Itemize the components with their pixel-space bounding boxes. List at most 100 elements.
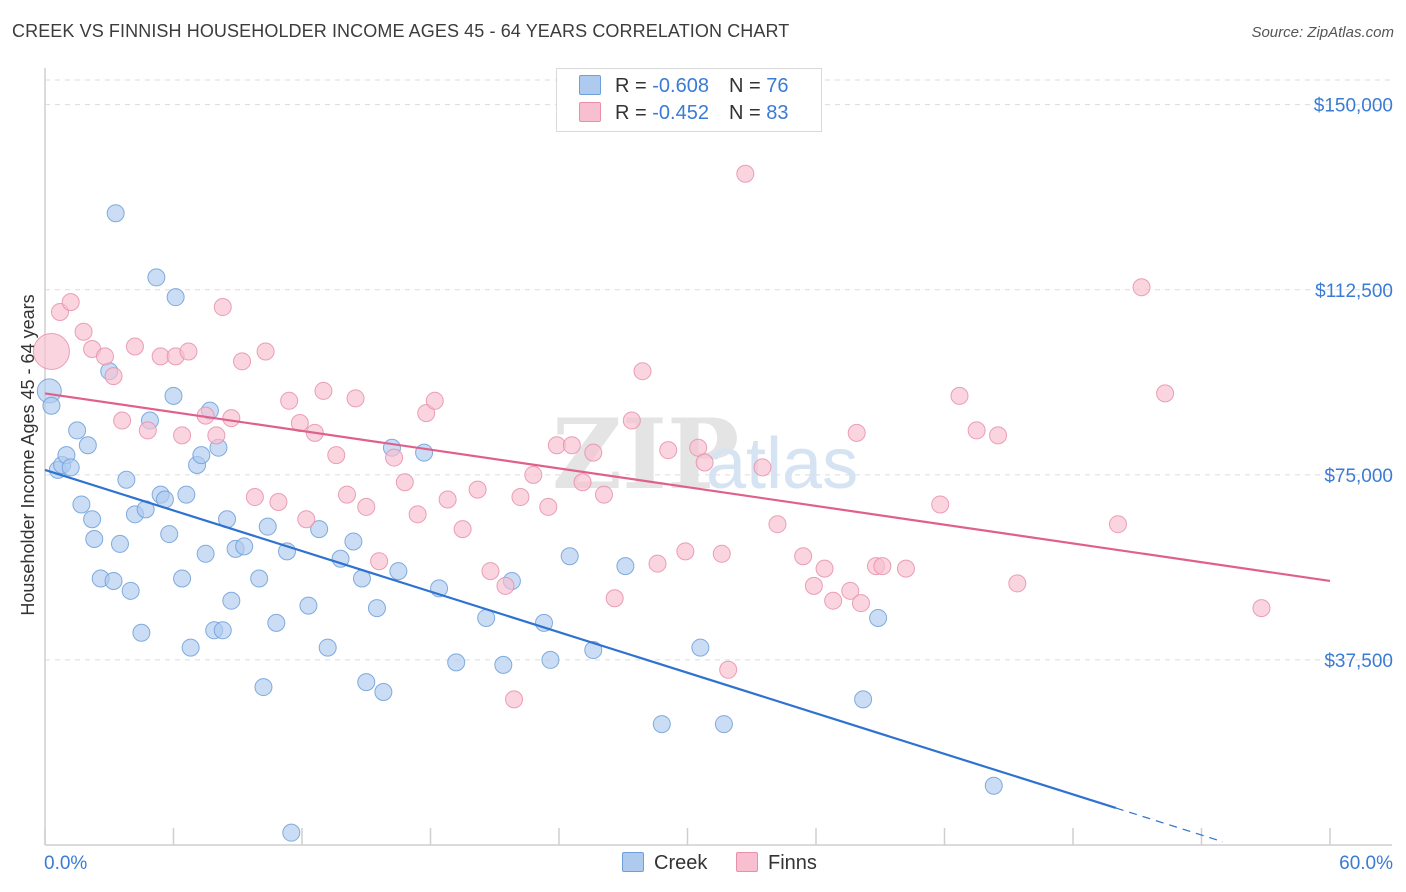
- trend-lines: [44, 392, 1331, 843]
- chart-title: CREEK VS FINNISH HOUSEHOLDER INCOME AGES…: [12, 21, 790, 41]
- finns-point: [712, 544, 731, 563]
- creek-point: [104, 571, 123, 590]
- finns-point: [95, 347, 114, 366]
- legend-label-finns: Finns: [768, 852, 817, 874]
- legend-label-creek: Creek: [654, 852, 708, 874]
- finns-point: [346, 389, 365, 408]
- creek-point: [415, 443, 434, 462]
- finns-point: [222, 409, 241, 428]
- creek-point: [222, 591, 241, 610]
- creek-point: [68, 421, 87, 440]
- finns-point: [1156, 384, 1175, 403]
- finns-point: [1108, 515, 1127, 534]
- finns-point: [173, 426, 192, 445]
- creek-point: [310, 520, 329, 539]
- creek-point: [560, 547, 579, 566]
- finns-point: [113, 411, 132, 430]
- finns-point: [468, 480, 487, 499]
- creek-point: [160, 525, 179, 544]
- creek-point: [181, 638, 200, 657]
- finns-point: [385, 448, 404, 467]
- creek-point: [61, 458, 80, 477]
- creek-point: [83, 510, 102, 529]
- finns-point: [297, 510, 316, 529]
- y-tick-label: $75,000: [1324, 466, 1393, 487]
- creek-point: [494, 655, 513, 674]
- finns-point: [573, 473, 592, 492]
- finns-point: [539, 497, 558, 516]
- finns-point: [1252, 599, 1271, 618]
- creek-point: [177, 485, 196, 504]
- correlation-legend: R = -0.608 N = 76 R = -0.452 N = 83: [556, 68, 822, 132]
- finns-point: [438, 490, 457, 509]
- r-label: R =: [615, 75, 653, 97]
- finns-point: [179, 342, 198, 361]
- creek-point: [389, 562, 408, 581]
- finns-point: [989, 426, 1008, 445]
- creek-point: [367, 599, 386, 618]
- creek-point: [121, 581, 140, 600]
- finns-point: [511, 488, 530, 507]
- creek-point: [132, 623, 151, 642]
- creek-point: [584, 641, 603, 660]
- finns-point: [207, 426, 226, 445]
- finns-point: [896, 559, 915, 578]
- creek-trend-line: [44, 468, 1117, 810]
- finns-point: [824, 591, 843, 610]
- creek-point: [447, 653, 466, 672]
- finns-point: [151, 347, 170, 366]
- creek-point: [282, 823, 301, 842]
- finns-point: [32, 332, 70, 370]
- creek-point: [166, 288, 185, 307]
- finns-point: [695, 453, 714, 472]
- finns-point: [804, 576, 823, 595]
- finns-point: [314, 381, 333, 400]
- finns-point: [496, 576, 515, 595]
- creek-point: [374, 683, 393, 701]
- finns-point: [104, 367, 123, 386]
- creek-point: [250, 569, 269, 588]
- finns-point: [794, 547, 813, 566]
- finns-point: [719, 660, 738, 679]
- creek-point: [192, 446, 211, 465]
- r-value-finns: -0.452: [652, 102, 709, 124]
- finns-point: [547, 436, 566, 455]
- finns-point: [337, 485, 356, 504]
- finns-point: [851, 594, 870, 613]
- creek-trend-extension: [1115, 807, 1224, 843]
- finns-point: [847, 423, 866, 442]
- finns-point: [408, 505, 427, 524]
- x-tick-label-max: 60.0%: [1339, 853, 1393, 874]
- finns-point: [61, 293, 80, 312]
- data-points: [32, 164, 1271, 842]
- creek-point: [869, 608, 888, 627]
- finns-point: [125, 337, 144, 356]
- finns-point: [931, 495, 950, 514]
- watermark: ZIP atlas: [552, 398, 858, 511]
- finns-point: [370, 552, 389, 571]
- creek-point: [344, 532, 363, 551]
- finns-point: [950, 386, 969, 405]
- finns-point: [233, 352, 252, 371]
- y-tick-label: $112,500: [1315, 281, 1393, 302]
- creek-point: [541, 650, 560, 669]
- creek-point: [267, 613, 286, 632]
- creek-point: [652, 715, 671, 734]
- finns-point: [213, 298, 232, 317]
- finns-point: [524, 465, 543, 484]
- creek-point: [164, 386, 183, 405]
- creek-point: [854, 690, 873, 709]
- finns-point: [594, 485, 613, 504]
- creek-point: [78, 436, 97, 455]
- series-legend: Creek Finns: [0, 852, 1406, 878]
- legend-item-creek[interactable]: Creek: [622, 852, 707, 875]
- finns-point: [327, 446, 346, 465]
- finns-point: [74, 322, 93, 341]
- axes: [44, 68, 1392, 846]
- r-label: R =: [615, 102, 653, 124]
- creek-point: [110, 534, 129, 553]
- creek-point: [85, 530, 104, 548]
- creek-point: [258, 517, 277, 536]
- legend-item-finns[interactable]: Finns: [736, 852, 817, 875]
